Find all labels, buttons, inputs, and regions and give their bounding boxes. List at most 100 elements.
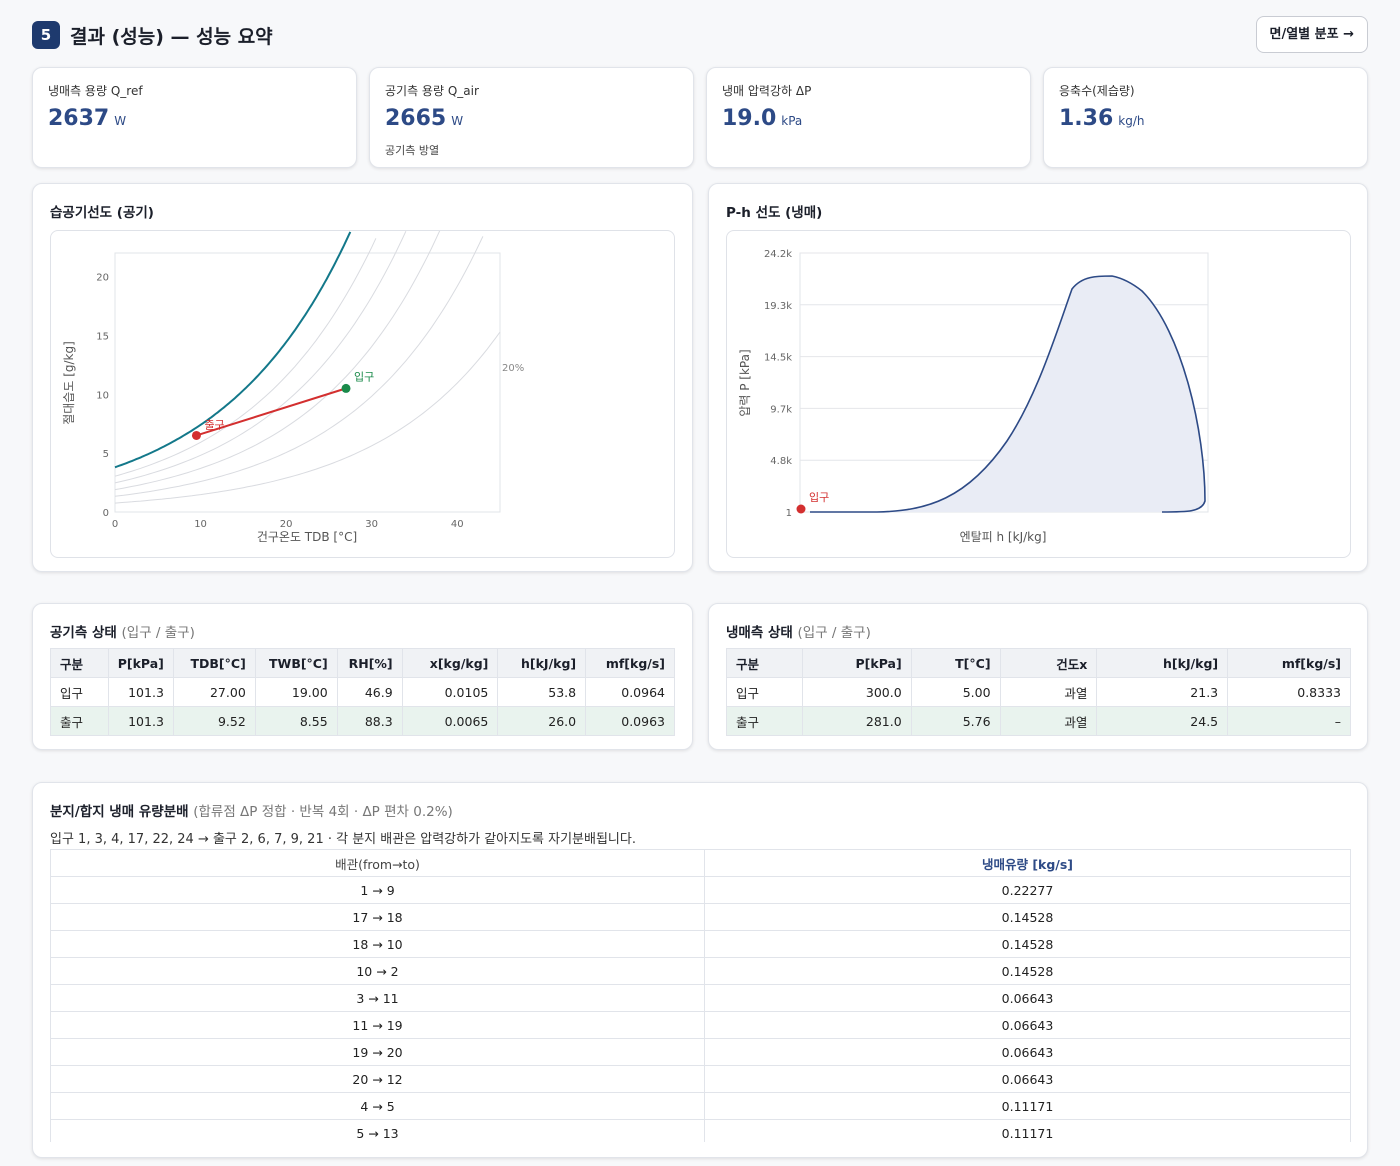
branch-pipe-cell: 5 → 13 (50, 1119, 705, 1142)
kpi-number: 19.0 (722, 106, 777, 131)
kpi-card-ref-capacity: 냉매측 용량 Q_ref 2637 W (32, 67, 357, 168)
air-state-header-cell: P[kPa] (107, 648, 174, 678)
kpi-number: 2637 (48, 106, 110, 131)
x-tick-label: 10 (194, 519, 207, 530)
branch-subtitle: (합류점 ΔP 정합 · 반복 4회 · ΔP 편차 0.2%) (193, 804, 453, 820)
branch-pipe-cell: 10 → 2 (50, 957, 705, 985)
rh-curve-2 (114, 231, 441, 491)
kpi-label: 냉매 압력강하 ΔP (722, 84, 812, 98)
ref-state-header-cell: h[kJ/kg] (1096, 648, 1229, 678)
outlet-point-label: 출구 (204, 418, 224, 431)
ref-state-cell: 5.00 (910, 677, 1001, 707)
y-tick-label: 4.8k (770, 456, 792, 467)
branch-flow-cell: 0.14528 (704, 930, 1351, 958)
air-state-header-cell: h[kJ/kg] (497, 648, 587, 678)
kpi-value: 2637 W (48, 106, 126, 131)
y-tick-label: 10 (96, 390, 109, 401)
air-state-cell: 88.3 (336, 706, 403, 736)
table-row: 17 → 18 0.14528 (50, 903, 1351, 931)
kpi-number: 2665 (385, 106, 447, 131)
branch-table-scroll[interactable]: 배관(from→to) 냉매유량 [kg/s] 1 → 9 0.22277 17 →… (50, 849, 1351, 1142)
air-state-cell: 101.3 (107, 706, 174, 736)
psychrometric-chart: 0 10 20 30 40 0 5 10 15 20 20% 건구온도 TDB [°C] 절대습도… (62, 231, 524, 544)
table-row: 출구 101.3 9.52 8.55 88.3 0.0065 26.0 0.0963 (50, 706, 675, 736)
rh-curve-3 (114, 231, 407, 484)
psychrometric-title: 습공기선도 (공기) (50, 205, 154, 221)
y-tick-label: 0 (103, 508, 109, 519)
branch-pipe-cell: 20 → 12 (50, 1065, 705, 1093)
kpi-card-pressure-drop: 냉매 압력강하 ΔP 19.0 kPa (706, 67, 1031, 168)
ref-state-cell: 21.3 (1096, 677, 1229, 707)
air-state-title-text: 공기측 상태 (50, 625, 117, 641)
x-tick-label: 40 (451, 519, 464, 530)
page-title: 결과 (성능) — 성능 요약 (70, 26, 273, 48)
rh-curve-0 (114, 331, 501, 504)
table-row: 4 → 5 0.11171 (50, 1092, 1351, 1120)
psychrometric-card: 습공기선도 (공기) 0 10 20 30 40 0 5 10 15 20 20% 건구온도 TD… (32, 183, 693, 572)
branch-pipe-cell: 11 → 19 (50, 1011, 705, 1039)
ref-state-card: 냉매측 상태 (입구 / 출구) 구분 P[kPa] T[°C] 건도x h[kJ/kg… (708, 603, 1368, 750)
ph-inlet-point (796, 504, 806, 514)
y-tick-label: 14.5k (764, 353, 792, 364)
branch-title: 분지/합지 냉매 유량분배 (합류점 ΔP 정합 · 반복 4회 · ΔP 편차… (50, 800, 453, 820)
table-row: 출구 281.0 5.76 과열 24.5– (726, 706, 1351, 736)
air-state-header-cell: TWB[°C] (254, 648, 338, 678)
air-state-cell: 53.8 (497, 677, 587, 707)
branch-pipe-header: 배관(from→to) (50, 849, 705, 877)
process-line (196, 387, 347, 437)
air-state-title: 공기측 상태 (입구 / 출구) (50, 621, 195, 641)
ref-state-cell: – (1227, 706, 1351, 736)
branch-pipe-cell: 19 → 20 (50, 1038, 705, 1066)
air-state-cell: 0.0105 (401, 677, 499, 707)
ref-state-header-cell: T[°C] (910, 648, 1001, 678)
x-tick-label: 20 (280, 519, 293, 530)
branch-card: 분지/합지 냉매 유량분배 (합류점 ΔP 정합 · 반복 4회 · ΔP 편차… (32, 782, 1368, 1158)
ref-state-table: 구분 P[kPa] T[°C] 건도x h[kJ/kg] mf[kg/s] 입구 300.0… (726, 648, 1351, 736)
branch-flow-cell: 0.11171 (704, 1092, 1351, 1120)
x-tick-label: 0 (112, 519, 118, 530)
y-tick-label: 1 (786, 508, 792, 519)
ref-state-cell: 과열 (999, 677, 1098, 707)
table-row: 1 → 9 0.22277 (50, 876, 1351, 904)
branch-pipe-cell: 18 → 10 (50, 930, 705, 958)
psychrometric-chart-box: 0 10 20 30 40 0 5 10 15 20 20% 건구온도 TDB [°C] 절대습도… (50, 230, 675, 558)
table-row: 20 → 12 0.06643 (50, 1065, 1351, 1093)
air-state-header-cell: x[kg/kg] (401, 648, 499, 678)
air-state-cell: 46.9 (336, 677, 403, 707)
ph-point-label: 입구 (809, 491, 829, 504)
y-tick-label: 9.7k (770, 404, 792, 415)
ref-state-header-cell: mf[kg/s] (1227, 648, 1351, 678)
rh-curve-label: 20% (502, 363, 524, 374)
step-badge: 5 (32, 21, 60, 49)
kpi-value: 1.36 kg/h (1059, 106, 1145, 131)
branch-pipe-cell: 1 → 9 (50, 876, 705, 904)
ref-state-subtitle: (입구 / 출구) (797, 625, 871, 641)
kpi-label: 응축수(제습량) (1059, 84, 1135, 98)
ref-state-header-cell: 구분 (726, 648, 803, 678)
rh-curve-4 (114, 238, 377, 477)
branch-pipe-cell: 4 → 5 (50, 1092, 705, 1120)
table-row: 입구 101.3 27.00 19.00 46.9 0.0105 53.8 0.0964 (50, 677, 675, 707)
air-state-cell: 입구 (50, 677, 109, 707)
air-state-cell: 27.00 (172, 677, 256, 707)
outlet-point (191, 430, 201, 440)
x-axis-label: 건구온도 TDB [°C] (257, 530, 357, 544)
ref-state-cell: 과열 (999, 706, 1098, 736)
ph-dome-fill (810, 276, 1205, 512)
air-state-header-cell: mf[kg/s] (585, 648, 675, 678)
air-state-cell: 출구 (50, 706, 109, 736)
ph-saturation-curve (810, 275, 1206, 513)
branch-flow-cell: 0.14528 (704, 903, 1351, 931)
air-state-cell: 26.0 (497, 706, 587, 736)
table-row: 5 → 13 0.11171 (50, 1119, 1351, 1142)
y-tick-label: 24.2k (764, 249, 792, 260)
ref-state-cell: 0.8333 (1227, 677, 1351, 707)
y-axis-label: 절대습도 [g/kg] (62, 341, 76, 425)
air-state-card: 공기측 상태 (입구 / 출구) 구분 P[kPa] TDB[°C] TWB[°C] R… (32, 603, 693, 750)
next-distribution-button[interactable]: 면/열별 분포 → (1255, 16, 1368, 53)
ref-state-title-text: 냉매측 상태 (726, 625, 793, 641)
branch-table: 배관(from→to) 냉매유량 [kg/s] 1 → 9 0.22277 17 →… (50, 849, 1351, 1142)
y-axis-label: 압력 P [kPa] (738, 349, 752, 416)
air-state-table: 구분 P[kPa] TDB[°C] TWB[°C] RH[%] x[kg/kg] h[kJ/… (50, 648, 675, 736)
air-state-header-cell: RH[%] (336, 648, 403, 678)
